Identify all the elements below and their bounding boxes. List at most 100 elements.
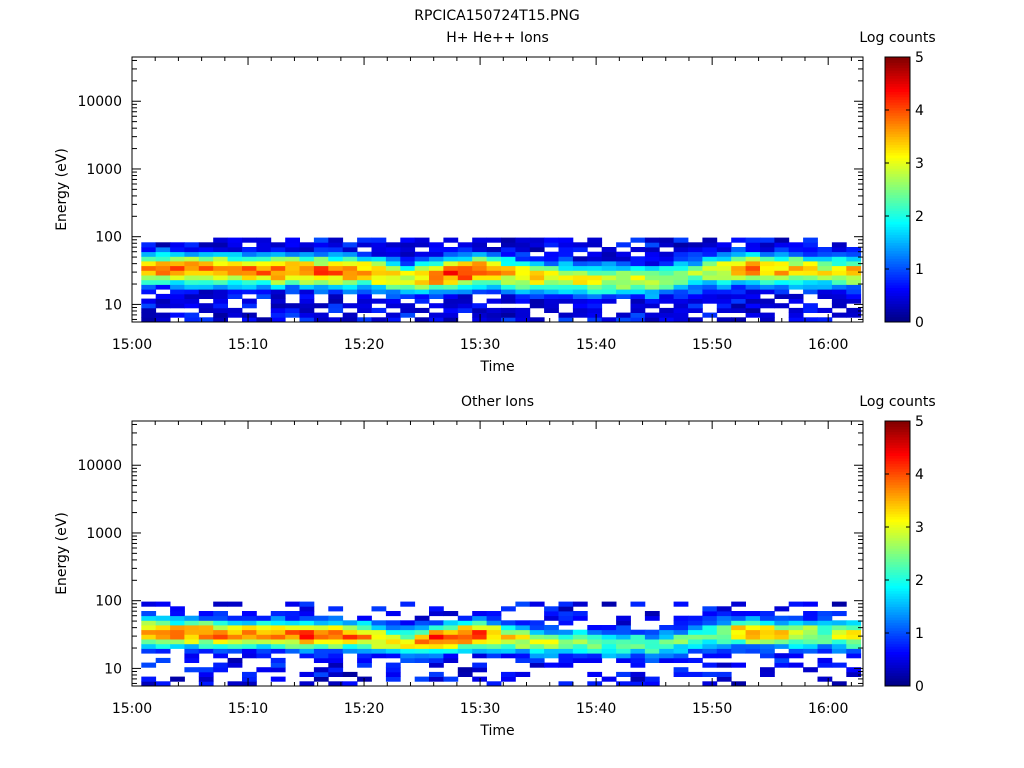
colorbar-step bbox=[885, 200, 910, 204]
spectrogram-cell bbox=[515, 237, 531, 243]
colorbar-step bbox=[885, 237, 910, 241]
spectrogram-cell bbox=[529, 303, 545, 309]
spectrogram-cell bbox=[328, 662, 344, 668]
spectrogram-cell bbox=[141, 625, 157, 631]
colorbar-step bbox=[885, 540, 910, 544]
colorbar-tick-label: 5 bbox=[915, 50, 924, 66]
spectrogram-cell bbox=[313, 615, 329, 621]
spectrogram-cell bbox=[716, 662, 732, 668]
spectrogram-cell bbox=[472, 611, 487, 617]
spectrogram-cell bbox=[385, 298, 401, 304]
spectrogram-cell bbox=[731, 681, 746, 687]
spectrogram-cell bbox=[688, 298, 703, 304]
spectrogram-cell bbox=[616, 615, 631, 621]
spectrogram-cell bbox=[227, 643, 243, 649]
spectrogram-cell bbox=[688, 261, 703, 267]
spectrogram-cell bbox=[213, 247, 228, 253]
colorbar-step bbox=[885, 125, 910, 130]
spectrogram-cell bbox=[299, 648, 315, 654]
spectrogram-cell bbox=[256, 667, 272, 673]
spectrogram-cell bbox=[774, 270, 790, 276]
colorbar-step bbox=[885, 542, 910, 547]
colorbar-step bbox=[885, 654, 910, 658]
spectrogram-cell bbox=[385, 317, 401, 323]
spectrogram-cell bbox=[170, 629, 185, 635]
colorbar-step bbox=[885, 683, 910, 687]
spectrogram-cell bbox=[328, 657, 344, 663]
spectrogram-cell bbox=[256, 275, 272, 281]
spectrogram-cell bbox=[486, 681, 502, 687]
spectrogram-cell bbox=[659, 634, 674, 640]
spectrogram-cell bbox=[328, 634, 344, 640]
spectrogram-cell bbox=[817, 615, 833, 621]
spectrogram-cell bbox=[242, 261, 257, 267]
x-tick-label: 15:10 bbox=[228, 701, 268, 717]
spectrogram-cell bbox=[572, 256, 588, 262]
spectrogram-cell bbox=[400, 629, 416, 635]
colorbar-step bbox=[885, 306, 910, 310]
spectrogram-cell bbox=[659, 261, 674, 267]
spectrogram-cell bbox=[414, 275, 430, 281]
spectrogram-cell bbox=[256, 251, 272, 257]
spectrogram-cell bbox=[731, 251, 746, 257]
spectrogram-cell bbox=[429, 251, 444, 257]
x-tick-label: 15:10 bbox=[228, 337, 268, 353]
spectrogram-cell bbox=[328, 615, 344, 621]
spectrogram-cell bbox=[572, 657, 588, 663]
spectrogram-cell bbox=[817, 247, 833, 253]
spectrogram-cell bbox=[429, 662, 444, 668]
spectrogram-cell bbox=[529, 620, 545, 626]
spectrogram-cell bbox=[313, 303, 329, 309]
spectrogram-cell bbox=[486, 237, 502, 243]
spectrogram-cell bbox=[673, 279, 689, 285]
colorbar-step bbox=[885, 59, 910, 63]
spectrogram-cell bbox=[213, 284, 228, 290]
spectrogram-cell bbox=[242, 256, 257, 262]
spectrogram-cell bbox=[184, 625, 200, 631]
spectrogram-cell bbox=[745, 648, 761, 654]
spectrogram-cell bbox=[716, 247, 732, 253]
spectrogram-cell bbox=[716, 648, 732, 654]
spectrogram-cell bbox=[601, 298, 617, 304]
spectrogram-cell bbox=[155, 648, 171, 654]
spectrogram-cell bbox=[472, 237, 487, 243]
spectrogram-cell bbox=[544, 629, 559, 635]
spectrogram-cell bbox=[630, 275, 646, 281]
spectrogram-cell bbox=[198, 303, 214, 309]
spectrogram-cell bbox=[601, 279, 617, 285]
spectrogram-cell bbox=[155, 312, 171, 318]
spectrogram-cell bbox=[299, 317, 315, 323]
spectrogram-cell bbox=[831, 662, 847, 668]
spectrogram-cell bbox=[529, 653, 545, 659]
spectrogram-cell bbox=[501, 237, 516, 243]
spectrogram-cell bbox=[429, 270, 444, 276]
spectrogram-cell bbox=[472, 662, 487, 668]
spectrogram-cell bbox=[774, 284, 790, 290]
spectrogram-cell bbox=[357, 275, 372, 281]
spectrogram-cell bbox=[299, 279, 315, 285]
colorbar-step bbox=[885, 651, 910, 655]
spectrogram-cell bbox=[544, 261, 559, 267]
spectrogram-cell bbox=[285, 312, 300, 318]
spectrogram-cell bbox=[198, 251, 214, 257]
spectrogram-cell bbox=[227, 256, 243, 262]
spectrogram-cell bbox=[155, 261, 171, 267]
colorbar-step bbox=[885, 258, 910, 262]
spectrogram-cell bbox=[731, 662, 746, 668]
spectrogram-cell bbox=[544, 639, 559, 645]
spectrogram-cell bbox=[170, 279, 185, 285]
spectrogram-cell bbox=[414, 629, 430, 635]
spectrogram-cell bbox=[313, 256, 329, 262]
spectrogram-cell bbox=[601, 261, 617, 267]
spectrogram-cell bbox=[328, 629, 344, 635]
spectrogram-cell bbox=[299, 284, 315, 290]
spectrogram-cell bbox=[601, 293, 617, 299]
spectrogram-cell bbox=[644, 312, 660, 318]
spectrogram-cell bbox=[529, 601, 545, 607]
spectrogram-cell bbox=[385, 667, 401, 673]
spectrogram-cell bbox=[846, 625, 862, 631]
spectrogram-cell bbox=[285, 247, 300, 253]
spectrogram-cell bbox=[616, 681, 631, 687]
spectrogram-cell bbox=[601, 653, 617, 659]
